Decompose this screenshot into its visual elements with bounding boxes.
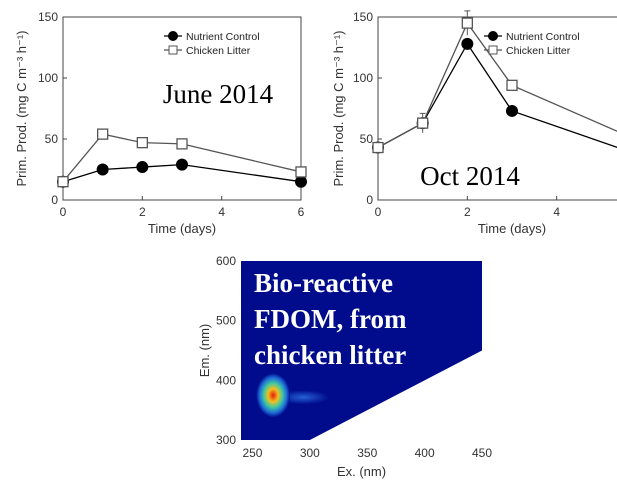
y-tick-label: 50 [360, 132, 374, 146]
x-tick-label: 6 [298, 205, 305, 219]
heatmap-tail [277, 390, 330, 405]
y-tick-label: 150 [353, 10, 373, 24]
x-axis-label: Time (days) [148, 221, 216, 236]
legend-label: Chicken Litter [506, 45, 571, 57]
y-tick-label: 150 [38, 10, 58, 24]
chart-fdom-heatmap: 250 300 350 400 450 300 400 500 600 Ex. (nm) Em. (… [190, 248, 500, 486]
data-point [506, 104, 518, 117]
y-tick-label: 50 [45, 132, 59, 146]
x-axis-label: Time (days) [478, 221, 546, 236]
chart-title: June 2014 [163, 79, 274, 109]
y-tick-label: 300 [216, 433, 236, 447]
y-axis-label: Prim. Prod. (mg C m⁻³ h⁻¹) [14, 30, 29, 186]
x-tick-label: 400 [415, 446, 435, 460]
legend-label: Chicken Litter [186, 45, 251, 57]
data-point [176, 158, 188, 171]
x-tick-label: 350 [357, 446, 377, 460]
data-point [417, 117, 429, 129]
y-tick-label: 400 [216, 373, 236, 387]
x-tick-label: 250 [242, 446, 262, 460]
x-tick-label: 2 [139, 205, 146, 219]
data-point [136, 137, 148, 149]
heatmap-title-line: FDOM, from [254, 304, 407, 334]
data-point [136, 161, 149, 174]
y-tick-label: 600 [216, 254, 236, 268]
data-point [57, 176, 69, 188]
chart-title: Oct 2014 [420, 161, 520, 191]
legend-marker [488, 31, 498, 41]
chart-june-2014: 0 2 4 6 0 50 100 150 Time (days) Prim. Prod. (mg … [0, 0, 310, 250]
legend-label: Nutrient Control [186, 31, 260, 43]
data-point [461, 37, 474, 50]
heatmap-hotspot [256, 373, 291, 418]
heatmap-title-line: chicken litter [254, 340, 406, 370]
x-tick-label: 300 [300, 446, 320, 460]
x-tick-label: 4 [218, 205, 225, 219]
heatmap-svg: 250 300 350 400 450 300 400 500 600 Ex. (nm) Em. (… [197, 254, 492, 479]
data-point [96, 163, 109, 176]
legend-marker [168, 45, 178, 55]
data-point [295, 175, 307, 188]
data-point [461, 17, 473, 29]
x-tick-label: 2 [464, 205, 471, 219]
y-axis-label: Prim. Prod. (mg C m⁻³ h⁻¹) [331, 30, 346, 186]
heatmap-mask [309, 350, 482, 440]
legend-marker [488, 45, 498, 55]
data-point [295, 166, 307, 178]
y-tick-label: 100 [38, 71, 58, 85]
heatmap-title-line: Bio-reactive [254, 268, 393, 298]
data-point [97, 128, 109, 140]
legend-marker [168, 31, 178, 41]
data-point [372, 141, 384, 154]
x-tick-label: 4 [553, 205, 560, 219]
x-tick-label: 0 [375, 205, 382, 219]
x-axis-label: Ex. (nm) [337, 464, 386, 479]
y-tick-label: 100 [353, 71, 373, 85]
y-tick-label: 0 [51, 193, 58, 207]
legend-label: Nutrient Control [506, 31, 580, 43]
data-point [506, 79, 518, 91]
x-tick-label: 450 [472, 446, 492, 460]
y-axis-label: Em. (nm) [197, 324, 212, 377]
line-chart-svg: 0 2 4 6 0 50 100 150 Time (days) Prim. Prod. (mg … [14, 10, 307, 236]
x-tick-label: 0 [60, 205, 67, 219]
y-tick-label: 500 [216, 314, 236, 328]
y-tick-label: 0 [366, 193, 373, 207]
data-point [176, 138, 188, 150]
